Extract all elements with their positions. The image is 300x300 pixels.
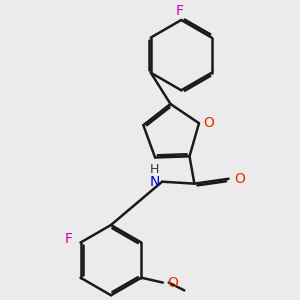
Text: O: O [203,116,214,130]
Text: N: N [149,175,160,189]
Text: O: O [234,172,245,186]
Text: F: F [65,232,73,246]
Text: O: O [167,276,178,289]
Text: F: F [175,4,183,18]
Text: H: H [150,164,159,176]
